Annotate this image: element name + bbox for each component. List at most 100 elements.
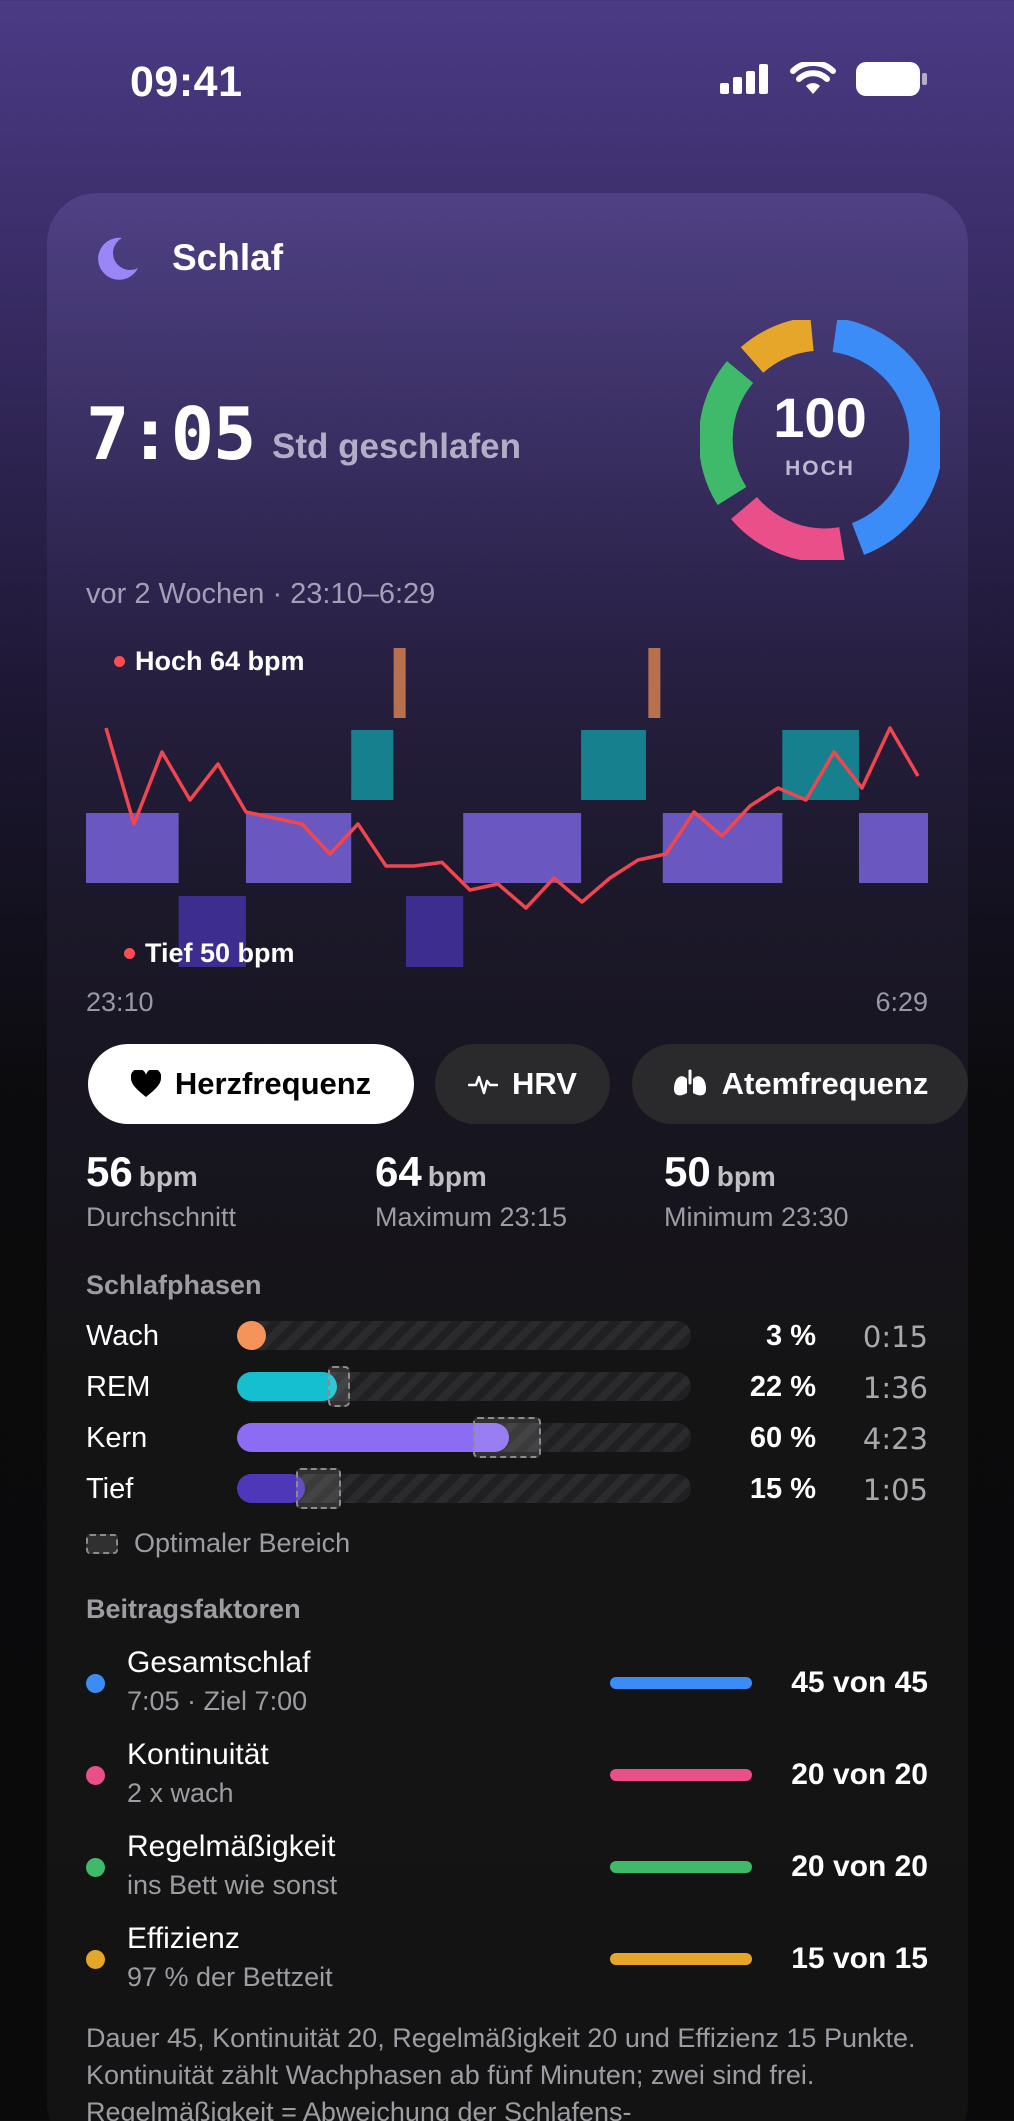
factor-name: Gesamtschlaf	[127, 1646, 311, 1679]
phase-percent: 15 %	[749, 1473, 816, 1505]
phase-label: Wach	[86, 1320, 160, 1352]
sleep-card	[47, 193, 968, 2121]
phase-duration: 0:15	[862, 1320, 928, 1354]
factor-score: 45 von 45	[791, 1666, 928, 1699]
chart-start-time: 23:10	[86, 987, 154, 1017]
factor-dot	[86, 1674, 105, 1693]
tab-hrv-label: HRV	[512, 1066, 577, 1101]
phase-fill	[237, 1372, 337, 1401]
status-time: 09:41	[130, 58, 243, 106]
low-dot	[124, 948, 135, 959]
optimal-range-box	[296, 1468, 342, 1509]
pulse-icon	[468, 1075, 499, 1095]
phase-track	[237, 1321, 691, 1350]
stage-core-block	[858, 813, 928, 883]
sleep-duration: 7:05	[86, 392, 256, 476]
tab-atemfrequenz-label: Atemfrequenz	[721, 1066, 929, 1101]
factor-score: 15 von 15	[791, 1942, 928, 1975]
footnote-text: Dauer 45, Kontinuität 20, Regelmäßigkeit…	[86, 2023, 916, 2121]
stat-minimum-label: Minimum 23:30	[664, 1202, 849, 1232]
factor-subtitle: 7:05 · Ziel 7:00	[127, 1686, 308, 1716]
factor-name: Effizienz	[127, 1922, 240, 1955]
factor-score: 20 von 20	[791, 1850, 928, 1883]
stage-rem-block	[581, 730, 646, 800]
phase-label: REM	[86, 1371, 151, 1403]
phase-fill	[237, 1423, 510, 1452]
score-ring	[700, 320, 940, 560]
chart-high-text: Hoch 64 bpm	[135, 646, 305, 676]
date-range: vor 2 Wochen · 23:10–6:29	[86, 578, 436, 610]
phase-duration: 4:23	[862, 1422, 928, 1456]
stage-rem-block	[351, 730, 394, 800]
card-title: Schlaf	[172, 237, 284, 278]
battery-icon	[856, 62, 927, 96]
phase-percent: 22 %	[749, 1371, 816, 1403]
stat-average-value: 56	[86, 1148, 133, 1195]
heart-rate-line	[104, 726, 920, 910]
score-label: HOCH	[785, 457, 855, 480]
sleep-duration-unit: Std geschlafen	[272, 427, 521, 466]
factor-name: Regelmäßigkeit	[127, 1830, 336, 1863]
tab-herzfrequenz[interactable]: Herzfrequenz	[88, 1044, 414, 1124]
stat-average: 56 bpm Durchschnitt	[86, 1148, 236, 1233]
factor-bar	[610, 1677, 752, 1689]
factor-subtitle: 2 x wach	[127, 1778, 234, 1808]
factor-subtitle: ins Bett wie sonst	[127, 1870, 338, 1900]
factor-bar	[610, 1769, 752, 1781]
lungs-icon	[673, 1069, 706, 1096]
stat-minimum: 50 bpm Minimum 23:30	[664, 1148, 849, 1233]
stat-average-label: Durchschnitt	[86, 1202, 237, 1232]
factor-score: 20 von 20	[791, 1758, 928, 1791]
stat-maximum-label: Maximum 23:15	[375, 1202, 568, 1232]
stat-minimum-unit: bpm	[716, 1161, 776, 1192]
phase-label: Kern	[86, 1422, 148, 1454]
stage-deep-block	[178, 896, 246, 967]
score-ring-segment-total	[832, 320, 940, 555]
cellular-signal-icon	[720, 64, 768, 94]
status-icons	[720, 62, 928, 96]
optimal-range-swatch	[86, 1533, 118, 1554]
phases-title: Schlafphasen	[86, 1270, 262, 1300]
stage-awake-block	[648, 648, 661, 718]
status-bar: 09:41	[0, 0, 1014, 165]
stage-rem-block	[782, 730, 859, 800]
factor-bar	[610, 1861, 752, 1873]
stat-average-unit: bpm	[138, 1161, 198, 1192]
phase-percent: 60 %	[749, 1422, 816, 1454]
stat-maximum-value: 64	[375, 1148, 422, 1195]
optimal-range-box	[473, 1417, 542, 1458]
factor-dot	[86, 1950, 105, 1969]
chart-end-time: 6:29	[875, 987, 928, 1017]
factor-subtitle: 97 % der Bettzeit	[127, 1962, 333, 1992]
chart-high-label: Hoch 64 bpm	[114, 646, 305, 677]
phase-track	[237, 1366, 691, 1407]
stage-core-block	[463, 813, 582, 883]
phase-track	[237, 1468, 691, 1509]
tab-atemfrequenz[interactable]: Atemfrequenz	[632, 1044, 968, 1124]
phase-duration: 1:36	[862, 1371, 928, 1405]
stage-core-block	[662, 813, 783, 883]
score-value: 100	[773, 386, 867, 449]
tab-hrv[interactable]: HRV	[435, 1044, 610, 1124]
phase-label: Tief	[86, 1473, 134, 1505]
chart-low-text: Tief 50 bpm	[145, 938, 295, 968]
wifi-icon	[790, 62, 836, 94]
stat-maximum: 64 bpm Maximum 23:15	[375, 1148, 567, 1233]
phase-track	[237, 1417, 691, 1458]
factors-title: Beitragsfaktoren	[86, 1594, 301, 1624]
stat-maximum-unit: bpm	[427, 1161, 487, 1192]
phase-fill	[237, 1321, 266, 1350]
optimal-range-legend: Optimaler Bereich	[86, 1528, 350, 1559]
phase-duration: 1:05	[862, 1473, 928, 1507]
heart-icon	[130, 1070, 161, 1097]
score-ring-segment-continuity	[731, 496, 845, 560]
stage-core-block	[86, 813, 179, 883]
phase-fill	[237, 1474, 306, 1503]
moon-icon	[98, 237, 138, 280]
score-ring-segment-regularity	[700, 361, 754, 506]
factor-name: Kontinuität	[127, 1738, 269, 1771]
stage-deep-block	[405, 896, 464, 967]
score-ring-segment-efficiency	[740, 320, 815, 374]
stat-minimum-value: 50	[664, 1148, 711, 1195]
chart-low-label: Tief 50 bpm	[124, 938, 295, 969]
